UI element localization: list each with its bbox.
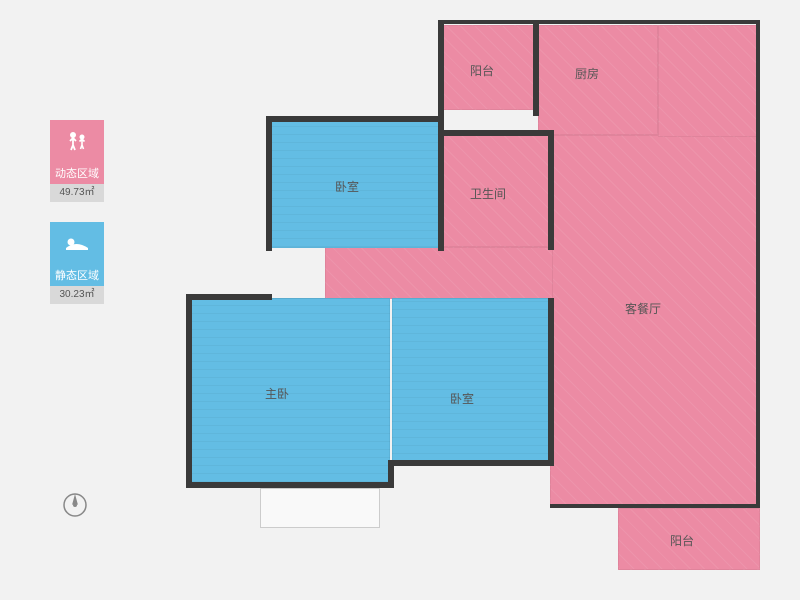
floorplan: 阳台厨房客餐厅卫生间阳台卧室主卧卧室 <box>180 20 770 580</box>
wall-2 <box>186 294 272 300</box>
legend-static: 静态区域 30.23㎡ <box>50 222 104 304</box>
wall-3 <box>186 294 192 486</box>
legend-static-label: 静态区域 <box>50 266 104 286</box>
legend-panel: 动态区域 49.73㎡ 静态区域 30.23㎡ <box>50 120 104 324</box>
legend-dynamic: 动态区域 49.73㎡ <box>50 120 104 202</box>
wall-11 <box>438 20 444 118</box>
room-corridor <box>325 247 553 299</box>
legend-static-value: 30.23㎡ <box>50 286 104 304</box>
wall-9 <box>438 130 554 136</box>
wall-14 <box>550 504 760 508</box>
room-label-kitchen: 厨房 <box>575 65 599 82</box>
room-label-master: 主卧 <box>265 385 289 402</box>
wall-4 <box>186 482 394 488</box>
wall-0 <box>266 116 442 122</box>
balcony-rail <box>260 488 380 528</box>
wall-10 <box>548 130 554 250</box>
room-label-bedroom2: 卧室 <box>450 390 474 407</box>
people-icon <box>50 120 104 164</box>
room-master <box>190 298 390 483</box>
room-label-balcony2: 阳台 <box>670 532 694 549</box>
room-label-bedroom1: 卧室 <box>335 178 359 195</box>
bed-icon <box>50 222 104 266</box>
room-label-bathroom: 卫生间 <box>470 185 506 202</box>
room-living_top <box>658 25 760 137</box>
wall-8 <box>438 116 444 251</box>
wall-13 <box>756 20 760 508</box>
room-label-living: 客餐厅 <box>625 300 661 317</box>
wall-6 <box>388 460 554 466</box>
wall-15 <box>533 20 539 116</box>
compass-icon <box>60 490 90 520</box>
room-label-balcony1: 阳台 <box>470 62 494 79</box>
room-bedroom2 <box>392 298 550 463</box>
wall-12 <box>438 20 760 24</box>
wall-1 <box>266 116 272 251</box>
wall-7 <box>548 298 554 466</box>
legend-dynamic-value: 49.73㎡ <box>50 184 104 202</box>
room-living <box>550 135 760 505</box>
legend-dynamic-label: 动态区域 <box>50 164 104 184</box>
